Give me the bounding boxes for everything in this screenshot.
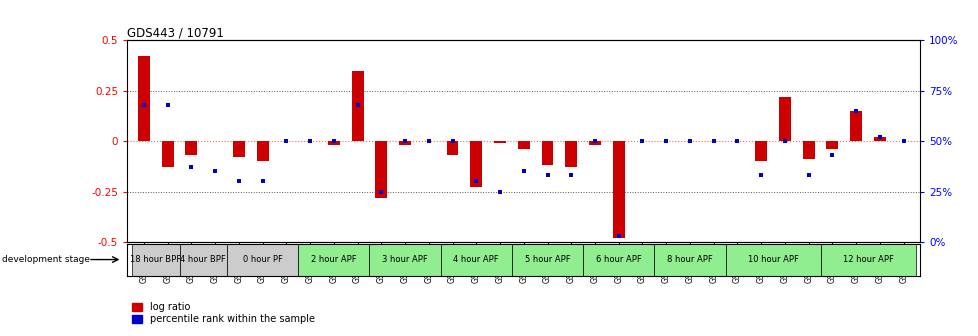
Bar: [825, 141, 837, 149]
Point: [159, 102, 175, 108]
Point: [373, 189, 388, 194]
Text: 8 hour APF: 8 hour APF: [666, 255, 712, 264]
Text: 0 hour PF: 0 hour PF: [243, 255, 283, 264]
Bar: [375, 141, 387, 198]
Text: GDS443 / 10791: GDS443 / 10791: [127, 26, 224, 39]
Point: [848, 108, 864, 114]
Point: [800, 173, 816, 178]
Bar: [564, 141, 577, 167]
Point: [753, 173, 769, 178]
Point: [302, 138, 318, 144]
Point: [183, 165, 199, 170]
Bar: [256, 141, 268, 161]
Bar: [161, 141, 173, 167]
Bar: [873, 137, 885, 141]
Bar: [351, 71, 363, 141]
Point: [349, 102, 365, 108]
Bar: [469, 141, 482, 187]
Point: [777, 138, 792, 144]
Point: [729, 138, 744, 144]
Point: [444, 138, 460, 144]
Bar: [612, 141, 624, 238]
Text: 4 hour APF: 4 hour APF: [453, 255, 499, 264]
Text: 4 hour BPF: 4 hour BPF: [180, 255, 226, 264]
Bar: [653, 244, 725, 276]
Bar: [849, 111, 862, 141]
Point: [610, 233, 626, 239]
Bar: [820, 244, 914, 276]
Bar: [541, 141, 553, 165]
Bar: [179, 244, 227, 276]
Text: 3 hour APF: 3 hour APF: [381, 255, 427, 264]
Point: [421, 138, 436, 144]
Point: [467, 179, 483, 184]
Bar: [446, 141, 458, 155]
Bar: [494, 141, 506, 143]
Bar: [328, 141, 339, 145]
Point: [397, 138, 413, 144]
Point: [705, 138, 721, 144]
Text: 10 hour APF: 10 hour APF: [747, 255, 798, 264]
Bar: [440, 244, 511, 276]
Bar: [754, 141, 767, 161]
Bar: [725, 244, 820, 276]
Point: [895, 138, 911, 144]
Point: [634, 138, 649, 144]
Point: [207, 169, 223, 174]
Bar: [802, 141, 814, 159]
Bar: [583, 244, 653, 276]
Text: development stage: development stage: [2, 255, 90, 264]
Bar: [511, 244, 583, 276]
Bar: [517, 141, 529, 149]
Point: [871, 134, 887, 140]
Text: 5 hour APF: 5 hour APF: [524, 255, 570, 264]
Point: [492, 189, 508, 194]
Text: 6 hour APF: 6 hour APF: [596, 255, 641, 264]
Bar: [185, 141, 198, 155]
Bar: [399, 141, 411, 145]
Point: [231, 179, 246, 184]
Point: [254, 179, 270, 184]
Text: 18 hour BPF: 18 hour BPF: [130, 255, 181, 264]
Point: [136, 102, 152, 108]
Point: [515, 169, 531, 174]
Point: [682, 138, 697, 144]
Text: 12 hour APF: 12 hour APF: [842, 255, 893, 264]
Bar: [227, 244, 298, 276]
Point: [563, 173, 579, 178]
Text: 2 hour APF: 2 hour APF: [311, 255, 356, 264]
Bar: [233, 141, 244, 157]
Point: [658, 138, 674, 144]
Point: [587, 138, 602, 144]
Bar: [132, 244, 179, 276]
Point: [823, 153, 839, 158]
Point: [539, 173, 555, 178]
Point: [278, 138, 293, 144]
Bar: [369, 244, 440, 276]
Bar: [589, 141, 600, 145]
Point: [326, 138, 341, 144]
Legend: log ratio, percentile rank within the sample: log ratio, percentile rank within the sa…: [132, 302, 314, 325]
Bar: [778, 97, 790, 141]
Bar: [298, 244, 369, 276]
Bar: [138, 56, 150, 141]
